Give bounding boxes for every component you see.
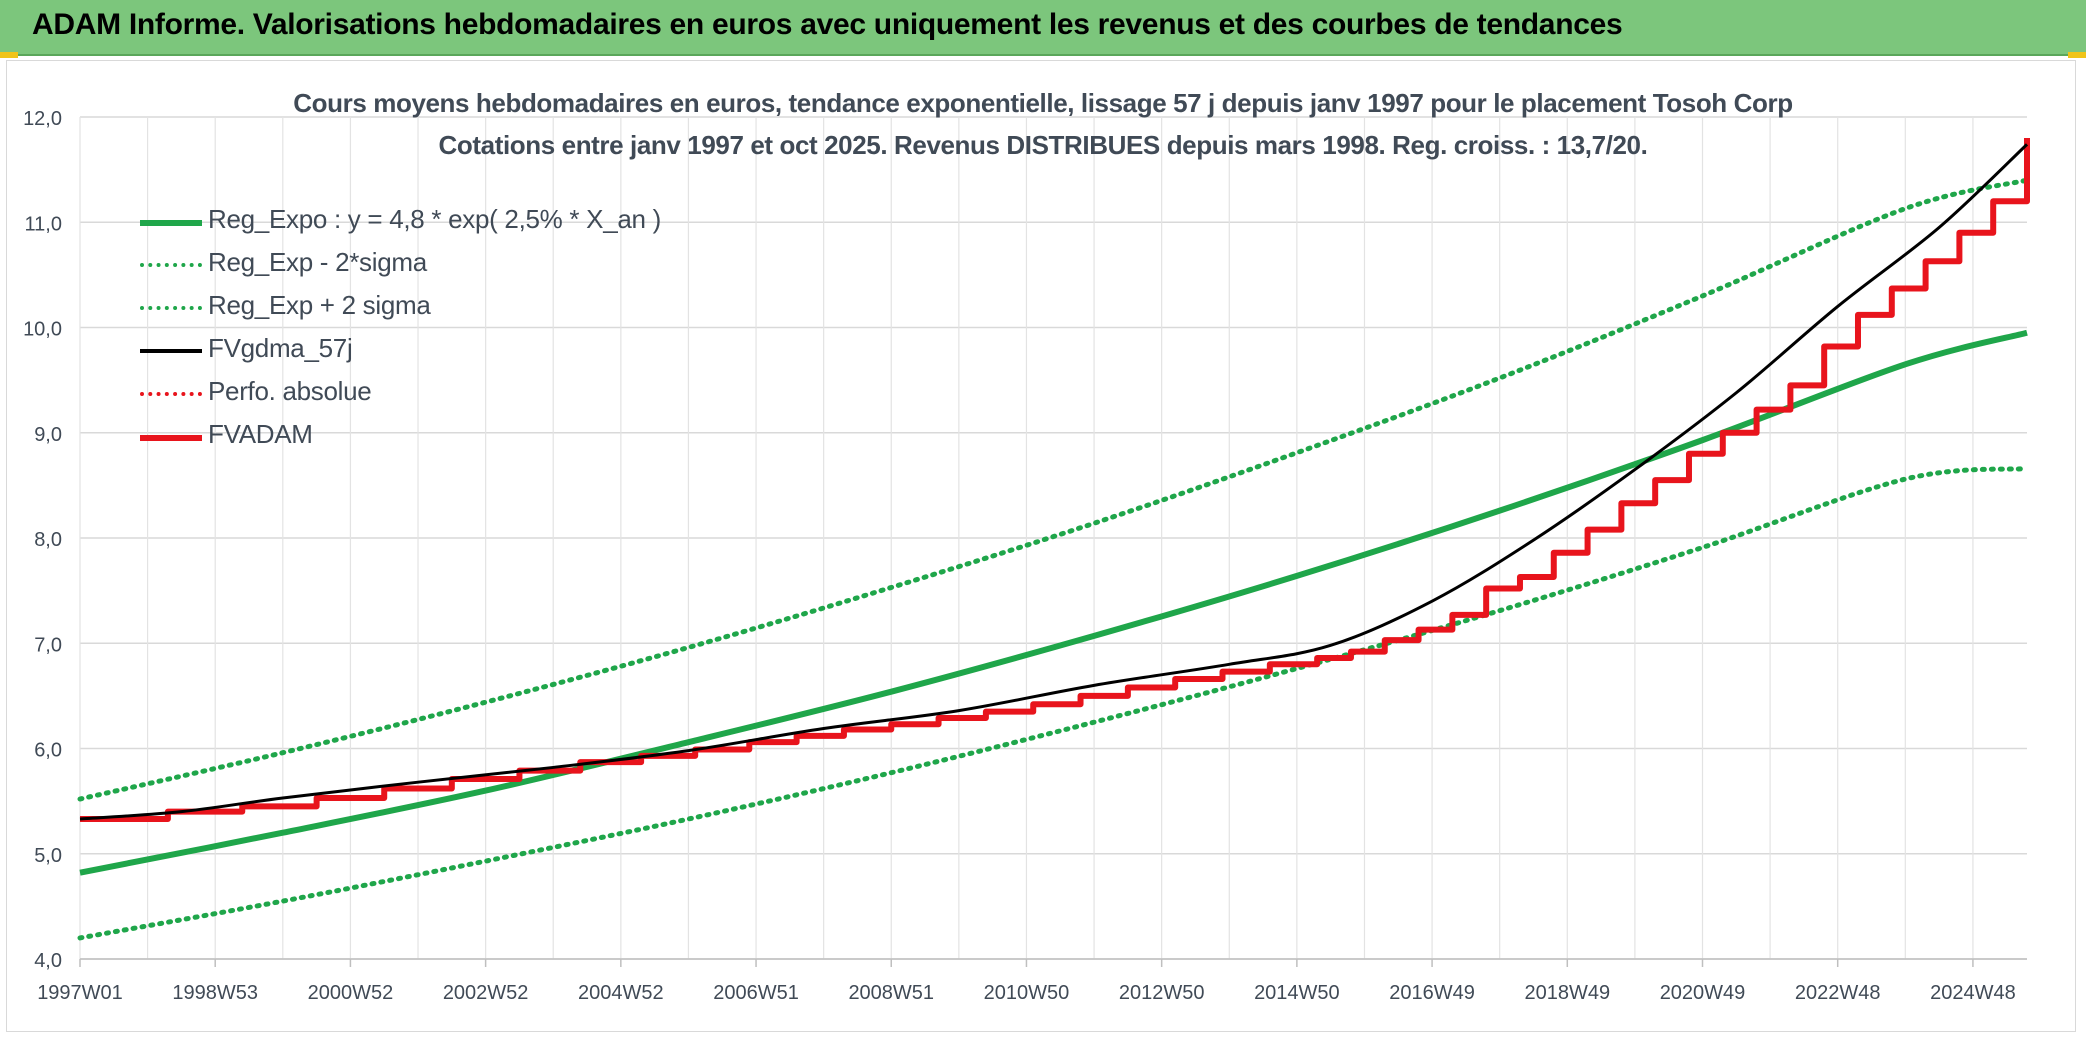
legend-label: Reg_Exp - 2*sigma [208, 247, 427, 277]
legend-label: FVgdma_57j [208, 333, 353, 363]
legend-swatch [140, 263, 202, 267]
y-tick-label: 7,0 [34, 634, 62, 656]
x-tick-label: 2004W52 [578, 982, 664, 1004]
chart-title-line-2: Cotations entre janv 1997 et oct 2025. R… [438, 130, 1648, 160]
y-axis-labels: 4,0 5,0 6,0 7,0 8,0 9,0 10,0 11,0 12,0 [23, 108, 62, 972]
report-title: ADAM Informe. Valorisations hebdomadaire… [32, 8, 1623, 41]
series-line-0 [79, 329, 2028, 876]
series-line-2 [77, 177, 2030, 802]
x-tick-label: 2006W51 [713, 982, 799, 1004]
legend-swatch [140, 392, 202, 396]
x-tick-label: 2020W49 [1660, 982, 1746, 1004]
y-tick-label: 11,0 [25, 213, 62, 235]
corner-mark-right [2068, 52, 2086, 58]
report-banner: ADAM Informe. Valorisations hebdomadaire… [0, 0, 2086, 56]
x-tick-label: 2012W50 [1119, 982, 1205, 1004]
series-line-1 [77, 466, 2030, 941]
legend-swatch [140, 435, 202, 441]
legend-swatch [140, 349, 202, 353]
chart-frame [6, 60, 2076, 1032]
chart-series [77, 138, 2030, 941]
y-tick-label: 6,0 [34, 740, 62, 762]
chart-grid [79, 116, 2027, 967]
y-tick-label: 8,0 [34, 529, 62, 551]
x-tick-label: 2018W49 [1524, 982, 1610, 1004]
x-tick-label: 2008W51 [848, 982, 934, 1004]
series-line-3 [79, 143, 2029, 821]
x-tick-label: 2016W49 [1389, 982, 1475, 1004]
x-tick-label: 2010W50 [984, 982, 1070, 1004]
legend-swatch [140, 306, 202, 310]
y-tick-label: 12,0 [23, 108, 62, 130]
y-tick-label: 10,0 [23, 319, 62, 341]
series-line-5 [80, 138, 2030, 823]
x-tick-label: 1998W53 [172, 982, 258, 1004]
corner-mark-left [0, 52, 18, 58]
y-tick-label: 9,0 [34, 424, 62, 446]
legend-swatch [140, 220, 202, 226]
x-tick-label: 2002W52 [443, 982, 529, 1004]
x-tick-label: 2022W48 [1795, 982, 1881, 1004]
y-tick-label: 4,0 [34, 950, 62, 972]
y-tick-label: 5,0 [34, 845, 62, 867]
x-tick-label: 2014W50 [1254, 982, 1340, 1004]
legend-label: Perfo. absolue [208, 376, 372, 406]
legend-label: Reg_Exp + 2 sigma [208, 290, 431, 320]
x-tick-label: 2000W52 [308, 982, 394, 1004]
chart-title-line-1: Cours moyens hebdomadaires en euros, ten… [293, 88, 1793, 118]
x-tick-label: 1997W01 [37, 982, 123, 1004]
legend-label: Reg_Expo : y = 4,8 * exp( 2,5% * X_an ) [208, 204, 661, 234]
x-tick-label: 2024W48 [1930, 982, 2016, 1004]
x-axis-labels: 1997W01 1998W53 2000W52 2002W52 2004W52 2006W… [37, 982, 2016, 1004]
legend-label: FVADAM [208, 419, 313, 449]
